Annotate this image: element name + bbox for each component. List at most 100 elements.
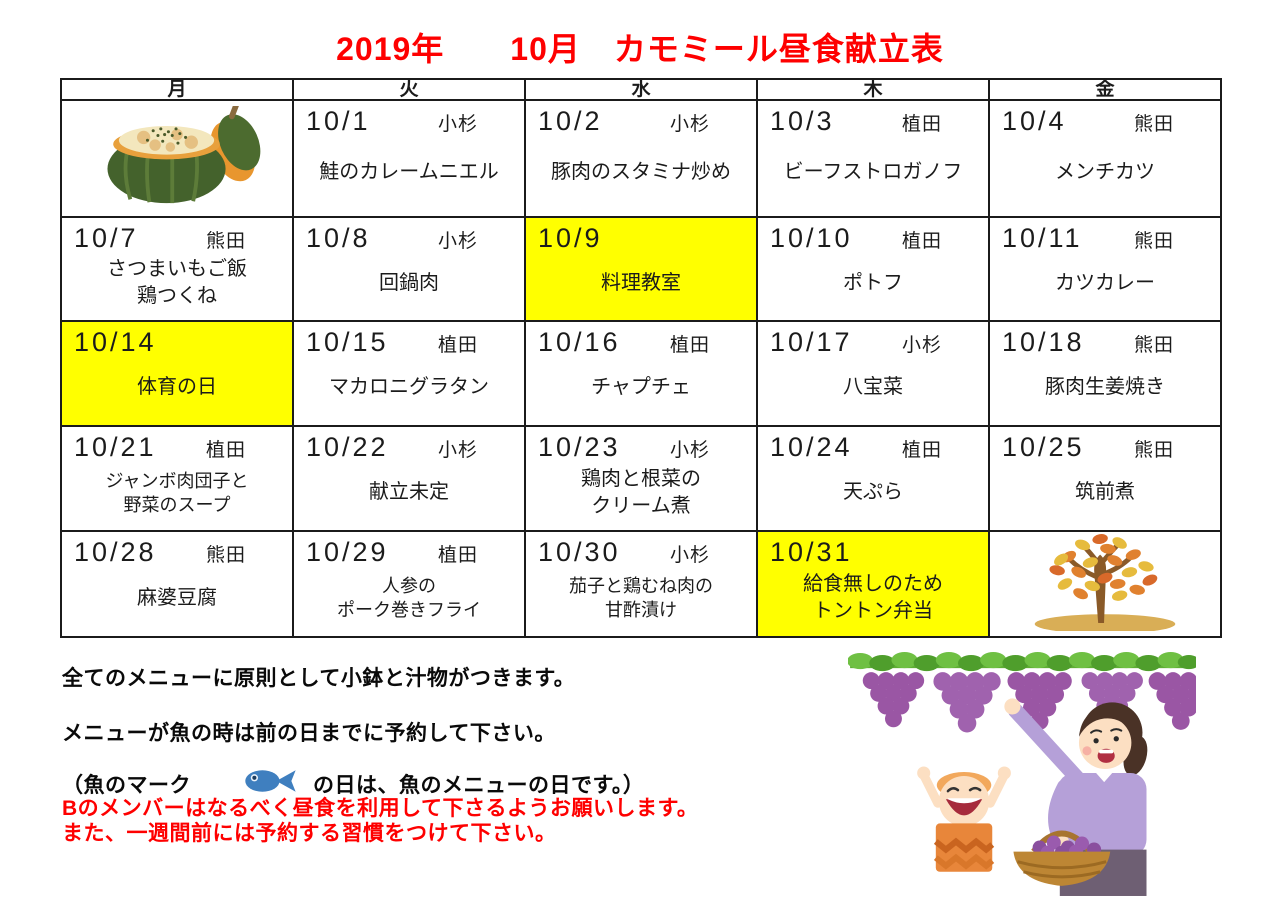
note-b-members: Bのメンバーはなるべく昼食を利用して下さるようお願いします。	[62, 797, 699, 820]
note-fish-prefix: （魚のマーク	[62, 774, 191, 797]
calendar-cell: 10/21 植田 ジャンボ肉団子と 野菜のスープ	[60, 425, 294, 532]
menu-item-text: ビーフストロガノフ	[783, 161, 963, 183]
calendar-cell: 10/4 熊田 メンチカツ	[988, 99, 1222, 218]
cell-date-row: 10/7 熊田	[62, 218, 292, 254]
cell-date-row: 10/17 小杉	[758, 322, 988, 358]
cell-date-row: 10/3 植田	[758, 101, 988, 137]
calendar-cell: 10/8 小杉 回鍋肉	[292, 216, 526, 322]
menu-item-text: クリーム煮	[591, 494, 691, 517]
menu-calendar-table: 月 火 水 木 金 10/1 小杉 鮭のカレームニエル 10/2 小	[60, 78, 1222, 638]
cell-menu: メンチカツ	[990, 137, 1220, 216]
cell-date: 10/2	[538, 106, 603, 136]
day-header-wed: 水	[524, 78, 758, 101]
calendar-week-row: 10/7 熊田 さつまいもご飯 鶏つくね 10/8 小杉 回鍋肉 10/9 料理教室 10/10 植…	[60, 216, 1222, 322]
cell-date: 10/22	[306, 432, 389, 462]
cell-staff: 小杉	[437, 440, 478, 461]
calendar-cell: 10/14 体育の日	[60, 320, 294, 427]
cell-date: 10/23	[538, 432, 621, 462]
calendar-cell: 10/10 植田 ポトフ	[756, 216, 990, 322]
cell-menu: 回鍋肉	[294, 254, 524, 320]
menu-item-text: 回鍋肉	[379, 271, 439, 294]
calendar-cell: 10/22 小杉 献立未定	[292, 425, 526, 532]
cell-staff: 植田	[205, 440, 246, 461]
cell-menu: 茄子と鶏むね肉の 甘酢漬け	[526, 568, 756, 636]
cell-date: 10/21	[74, 432, 157, 462]
calendar-cell: 10/16 植田 チャプチェ	[524, 320, 758, 427]
cell-date: 10/11	[1002, 223, 1083, 253]
cell-date-row: 10/25 熊田	[990, 427, 1220, 463]
menu-item-text: さつまいもご飯	[107, 258, 247, 280]
calendar-cell: 10/24 植田 天ぷら	[756, 425, 990, 532]
cell-date: 10/9	[538, 223, 603, 253]
menu-item-text: 鶏つくね	[137, 285, 217, 307]
cell-staff: 植田	[901, 231, 942, 252]
cell-date-row: 10/18 熊田	[990, 322, 1220, 358]
cell-date-row: 10/30 小杉	[526, 532, 756, 568]
cell-date: 10/14	[74, 327, 157, 357]
cell-menu: 麻婆豆腐	[62, 568, 292, 636]
cell-staff: 小杉	[437, 114, 478, 135]
cell-date: 10/1	[306, 106, 371, 136]
cell-date-row: 10/23 小杉	[526, 427, 756, 463]
menu-item-text: 麻婆豆腐	[137, 586, 217, 609]
cell-menu: カツカレー	[990, 254, 1220, 320]
cell-menu: ジャンボ肉団子と 野菜のスープ	[62, 463, 292, 530]
cell-date-row: 10/24 植田	[758, 427, 988, 463]
cell-date-row: 10/9	[526, 218, 756, 254]
cell-date-row: 10/22 小杉	[294, 427, 524, 463]
calendar-week-row: 10/21 植田 ジャンボ肉団子と 野菜のスープ 10/22 小杉 献立未定 10/23 小杉鶏…	[60, 425, 1222, 532]
cell-menu: ビーフストロガノフ	[758, 137, 988, 216]
menu-item-text: トントン弁当	[813, 600, 933, 622]
cell-staff: 植田	[901, 114, 942, 135]
cell-date: 10/31	[770, 537, 853, 567]
cell-date-row: 10/21 植田	[62, 427, 292, 463]
calendar-cell: 10/18 熊田豚肉生姜焼き	[988, 320, 1222, 427]
calendar-cell: 10/1 小杉鮭のカレームニエル	[292, 99, 526, 218]
cell-staff: 小杉	[669, 545, 710, 566]
day-header-mon: 月	[60, 78, 294, 101]
note-fish-mark: （魚のマーク の日は、魚のメニューの日です。）	[62, 742, 644, 826]
cell-menu: 筑前煮	[990, 463, 1220, 530]
cell-menu: 鮭のカレームニエル	[294, 137, 524, 216]
cell-date: 10/4	[1002, 106, 1067, 136]
cell-staff: 熊田	[205, 231, 246, 252]
menu-item-text: 豚肉のスタミナ炒め	[551, 161, 731, 183]
cell-menu: 豚肉生姜焼き	[990, 358, 1220, 425]
cell-staff: 熊田	[1133, 440, 1174, 461]
calendar-cell: 10/30 小杉 茄子と鶏むね肉の 甘酢漬け	[524, 530, 758, 638]
cell-date: 10/24	[770, 432, 853, 462]
cell-date-row: 10/29 植田	[294, 532, 524, 568]
calendar-cell: 10/7 熊田さつまいもご飯 鶏つくね	[60, 216, 294, 322]
day-header-tue: 火	[292, 78, 526, 101]
calendar-week-row: 10/14 体育の日 10/15 植田 マカロニグラタン 10/16 植田 チャプチェ 10/1…	[60, 320, 1222, 427]
menu-item-text: メンチカツ	[1055, 161, 1155, 183]
cell-staff: 植田	[901, 440, 942, 461]
calendar-cell: 10/31 給食無しのため トントン弁当	[756, 530, 990, 638]
cell-staff: 小杉	[669, 440, 710, 461]
cell-menu: チャプチェ	[526, 358, 756, 425]
cell-menu: マカロニグラタン	[294, 358, 524, 425]
calendar-cell	[988, 530, 1222, 638]
cell-date-row: 10/14	[62, 322, 292, 358]
note-week-advance: また、一週間前には予約する習慣をつけて下さい。	[62, 822, 557, 845]
cell-date: 10/30	[538, 537, 621, 567]
cell-date-row: 10/1 小杉	[294, 101, 524, 137]
calendar-body: 10/1 小杉 鮭のカレームニエル 10/2 小杉 豚肉のスタミナ炒め 10/3 植田 ビーフス…	[60, 95, 1222, 638]
cell-staff: 熊田	[205, 545, 246, 566]
fish-icon	[199, 742, 305, 826]
menu-item-text: 料理教室	[601, 271, 681, 294]
cell-menu: 献立未定	[294, 463, 524, 530]
cell-menu: 人参の ポーク巻きフライ	[294, 568, 524, 636]
note-side-dishes: 全てのメニューに原則として小鉢と汁物がつきます。	[62, 667, 576, 690]
menu-item-text: 鮭のカレームニエル	[319, 161, 499, 183]
calendar-cell: 10/17 小杉 八宝菜	[756, 320, 990, 427]
menu-item-text: マカロニグラタン	[329, 376, 489, 398]
menu-item-text: カツカレー	[1055, 271, 1155, 294]
menu-item-text: 鶏肉と根菜の	[581, 467, 701, 490]
cell-date-row: 10/28 熊田	[62, 532, 292, 568]
calendar-cell: 10/3 植田ビーフストロガノフ	[756, 99, 990, 218]
cell-date: 10/15	[306, 327, 389, 357]
day-header-fri: 金	[988, 78, 1222, 101]
menu-item-text: 豚肉生姜焼き	[1045, 376, 1165, 398]
